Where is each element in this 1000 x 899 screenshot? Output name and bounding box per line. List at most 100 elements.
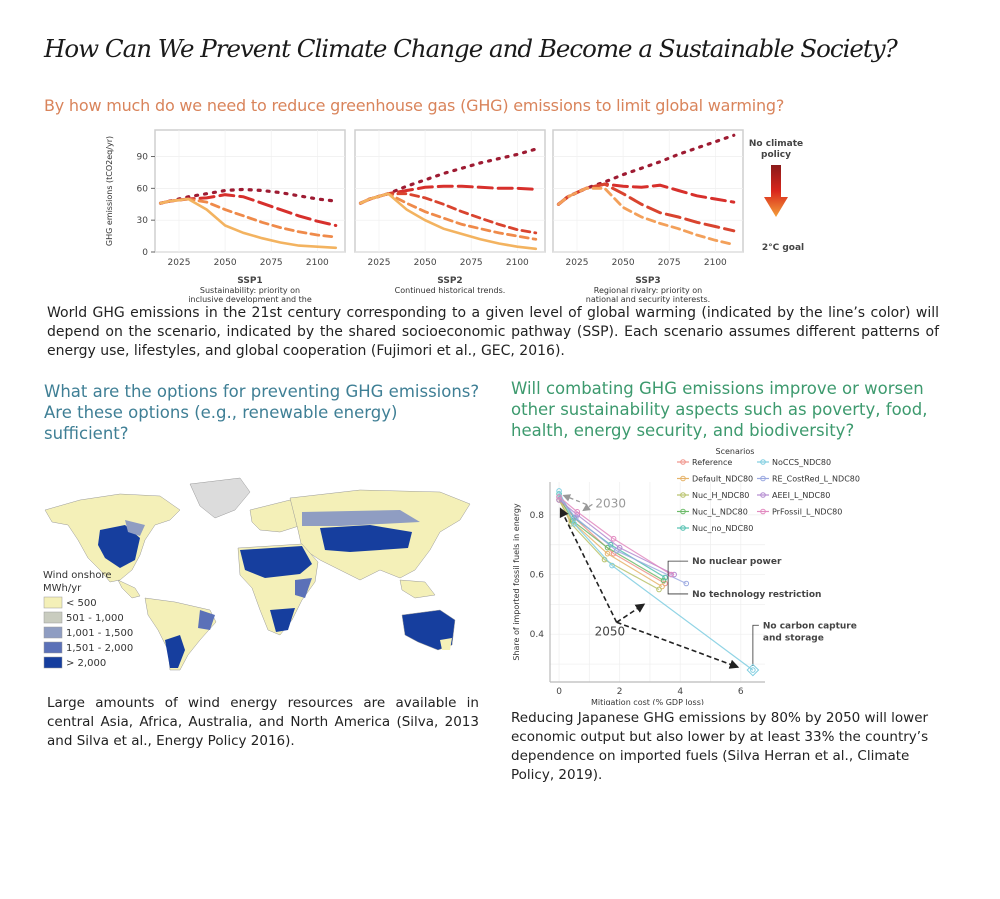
map-legend-swatch bbox=[43, 656, 63, 669]
data-point-prfossil-l-ndc80 bbox=[668, 571, 674, 578]
map-legend: Wind onshore MWh/yr < 500 501 - 1,000 1,00… bbox=[43, 570, 133, 669]
annotation-2030: 2030 bbox=[595, 496, 626, 510]
x-tick-label: 2075 bbox=[460, 258, 483, 268]
panel-subtitle-line: Continued historical trends. bbox=[395, 286, 506, 295]
data-point-nuc-l-ndc80 bbox=[660, 577, 667, 584]
map-legend-label: 501 - 1,000 bbox=[66, 613, 124, 624]
data-point-noccs-2050 bbox=[746, 663, 760, 677]
scatter-legend: Scenarios Reference Default_NDC80 Nuc_H_NDC… bbox=[677, 447, 860, 533]
legend-marker bbox=[680, 492, 686, 498]
series-line-no-climate-policy bbox=[358, 147, 538, 205]
panel-title: SSP2 bbox=[437, 276, 462, 286]
map-legend-title: Wind onshore bbox=[43, 570, 111, 581]
x-tick-label: 0 bbox=[556, 687, 562, 697]
north-america-mid-wind bbox=[125, 520, 145, 536]
y-tick-label: 0.8 bbox=[530, 511, 545, 521]
data-point-prfossil-l-ndc80 bbox=[610, 535, 617, 542]
legend-item: Nuc_no_NDC80 bbox=[677, 524, 753, 533]
arrow-2050 bbox=[559, 507, 618, 623]
data-point-nuc-l-ndc80 bbox=[604, 544, 611, 551]
data-point-noccs-ndc80 bbox=[571, 520, 578, 527]
y-tick-label: 0.6 bbox=[530, 571, 545, 581]
section3-question: Will combating GHG emissions improve or … bbox=[511, 379, 928, 440]
data-point-prfossil-l-ndc80 bbox=[556, 494, 562, 500]
panel-subtitle-line: Regional rivalry: priority on bbox=[594, 286, 702, 295]
series-line-2-c-goal bbox=[359, 192, 538, 251]
legend-item: Reference bbox=[677, 458, 732, 467]
section1-description: World GHG emissions in the 21st century … bbox=[47, 305, 939, 359]
panel-subtitle-line: environment. bbox=[223, 304, 277, 305]
legend-item: RE_CostRed_L_NDC80 bbox=[757, 475, 860, 484]
annotation-no-ccs: No carbon capture and storage bbox=[763, 621, 857, 643]
data-point-nuc-h-ndc80 bbox=[568, 520, 574, 527]
legend-top-label-line: No climate bbox=[749, 139, 803, 149]
data-point-reference bbox=[662, 580, 668, 587]
series-line-no-climate-policy bbox=[158, 187, 338, 205]
data-point-default-ndc80 bbox=[659, 583, 665, 590]
data-point-nuc-l-ndc80 bbox=[569, 518, 576, 524]
legend-label: Default_NDC80 bbox=[692, 475, 753, 484]
y-tick-label: 30 bbox=[137, 216, 149, 226]
series-line-2-c-goal bbox=[557, 186, 736, 246]
data-point-noccs-ndc80 bbox=[750, 667, 756, 673]
series-line-noccs-ndc80 bbox=[558, 490, 754, 671]
legend-item: AEEI_L_NDC80 bbox=[757, 491, 830, 500]
legend-label: Nuc_no_NDC80 bbox=[692, 524, 753, 533]
legend-marker bbox=[680, 525, 686, 531]
annotation-2050: 2050 bbox=[595, 624, 626, 638]
legend-label: RE_CostRed_L_NDC80 bbox=[772, 475, 860, 484]
map-legend-swatch bbox=[43, 611, 63, 624]
legend-label: Reference bbox=[692, 458, 732, 467]
bracket bbox=[752, 624, 759, 667]
ssp-emissions-charts: GHG emissions (tCO2eq/yr) 2025 2050 2075 210… bbox=[105, 129, 804, 305]
data-point-nuc-h-ndc80 bbox=[656, 586, 662, 593]
data-point-default-ndc80 bbox=[604, 550, 611, 557]
data-point-noccs-ndc80 bbox=[609, 562, 615, 569]
data-point-prfossil-l-ndc80 bbox=[574, 509, 581, 515]
series-line-aeei-l-ndc80 bbox=[558, 499, 675, 576]
x-tick-label: 2 bbox=[617, 687, 623, 697]
x-tick-label: 2050 bbox=[612, 258, 635, 268]
data-point-re-costred-l-ndc80 bbox=[683, 580, 690, 587]
south-america-high-wind bbox=[165, 635, 185, 668]
legend-item: NoCCS_NDC80 bbox=[757, 458, 831, 467]
section1-question: By how much do we need to reduce greenho… bbox=[44, 96, 785, 115]
ssp-panel-1: 2025 2050 2075 2100 0 30 60 90 SSP1Sustainabilit… bbox=[137, 129, 346, 305]
legend-marker bbox=[760, 459, 766, 465]
series-line-prfossil-l-ndc80 bbox=[558, 496, 672, 576]
y-tick-label: 0.4 bbox=[530, 630, 545, 640]
y-tick-label: 60 bbox=[137, 184, 149, 194]
section2-question: What are the options for preventing GHG … bbox=[44, 382, 480, 443]
x-tick-label: 2075 bbox=[658, 258, 681, 268]
legend-marker bbox=[760, 508, 766, 515]
warming-color-legend: No climate policy 2°C goal bbox=[749, 139, 804, 253]
legend-marker bbox=[680, 475, 686, 482]
brazil-mid-wind bbox=[198, 610, 215, 630]
legend-label: NoCCS_NDC80 bbox=[772, 458, 831, 467]
arrow-2030 bbox=[582, 503, 593, 512]
x-tick-label: 2025 bbox=[368, 258, 391, 268]
map-legend-label: 1,501 - 2,000 bbox=[66, 643, 133, 654]
x-tick-label: 2100 bbox=[306, 258, 329, 268]
sahara-high-wind bbox=[240, 546, 312, 578]
legend-item: Default_NDC80 bbox=[677, 475, 753, 484]
series-line-medium-warming bbox=[359, 192, 538, 235]
x-axis-label: Mitigation cost (% GDP loss) bbox=[591, 698, 704, 705]
legend-marker bbox=[680, 459, 686, 465]
central-america bbox=[117, 579, 141, 599]
east-africa-mid-wind bbox=[295, 578, 312, 598]
bracket bbox=[667, 560, 689, 595]
fossil-fuel-scatter-chart: 0 2 4 6 0.4 0.6 0.8 Mitigation cost (% GDP loss… bbox=[512, 447, 860, 705]
annotation-no-ccs-line: and storage bbox=[763, 633, 824, 643]
legend-item: Nuc_L_NDC80 bbox=[677, 508, 748, 517]
panel-title: SSP3 bbox=[635, 276, 660, 286]
x-tick-label: 2050 bbox=[214, 258, 237, 268]
x-tick-label: 2050 bbox=[414, 258, 437, 268]
map-landmasses bbox=[44, 477, 471, 671]
southern-africa-high-wind bbox=[270, 608, 295, 632]
legend-top-label: No climate policy bbox=[749, 139, 803, 160]
panel-subtitle: Regional rivalry: priority on national an… bbox=[586, 286, 710, 304]
panel-subtitle: Continued historical trends. bbox=[395, 286, 506, 295]
annotations: 2030 2050 No nuclear power No technology re… bbox=[559, 494, 857, 677]
